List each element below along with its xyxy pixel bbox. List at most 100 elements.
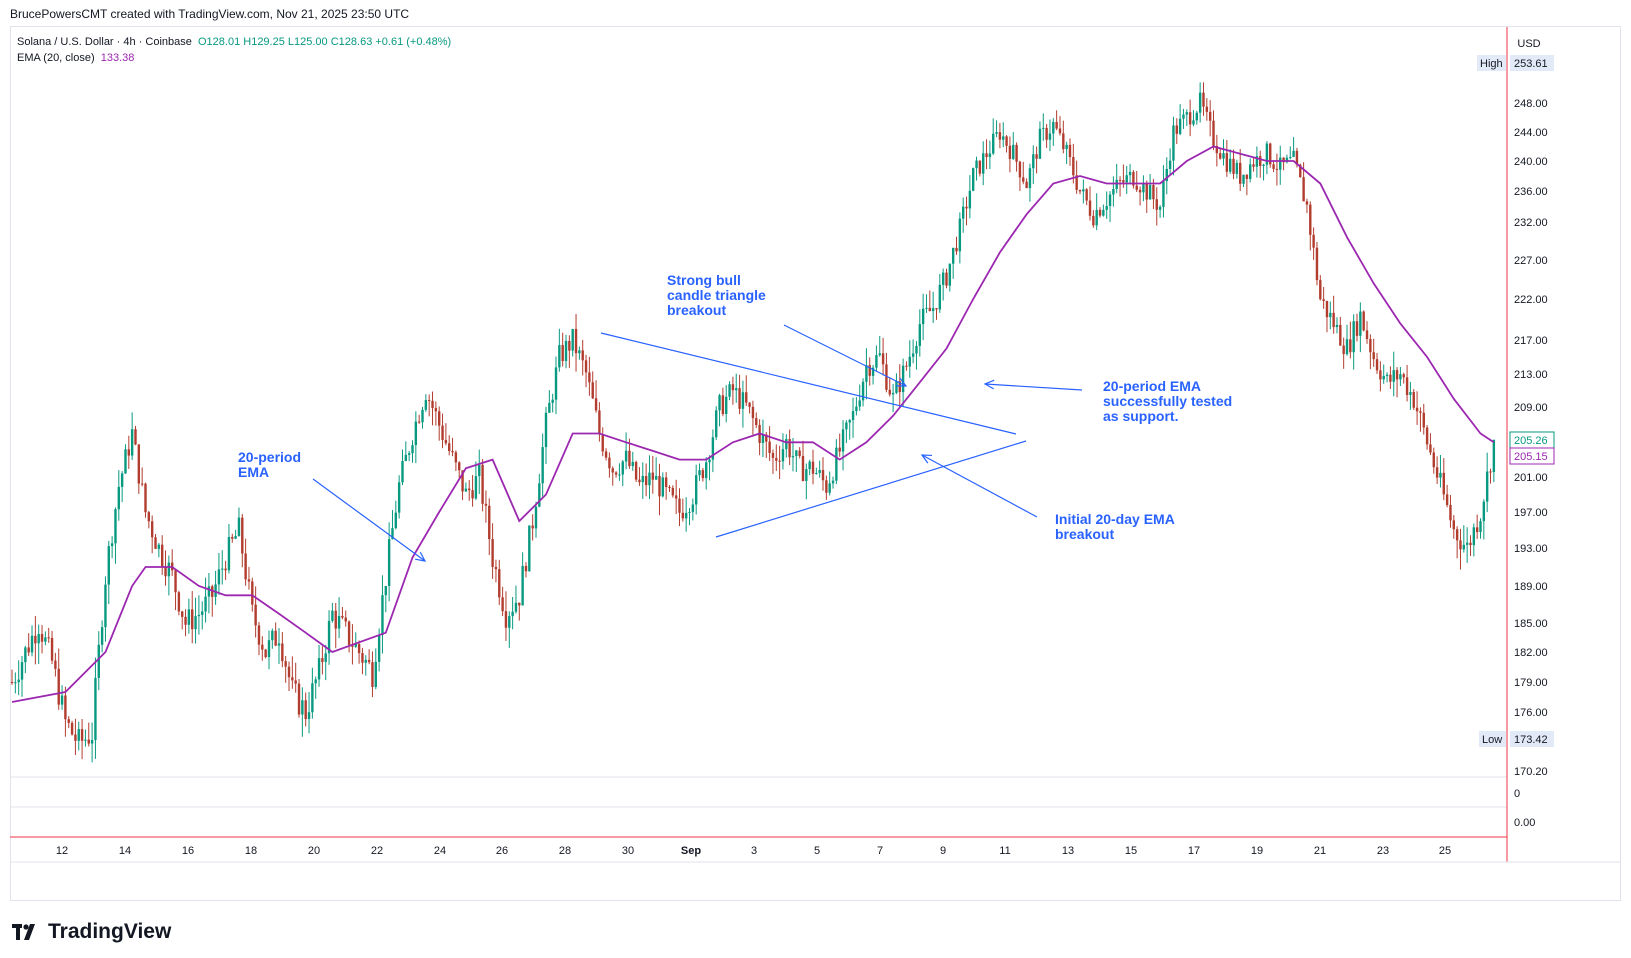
candle-body <box>150 521 154 538</box>
candle-body <box>1482 501 1486 522</box>
candle-body <box>1365 330 1369 339</box>
tradingview-brand[interactable]: TradingView <box>12 920 171 944</box>
candle-body <box>37 633 40 644</box>
candle-body <box>1148 185 1152 200</box>
candle-body <box>1095 209 1098 226</box>
candle-body <box>534 506 538 529</box>
candle-body <box>347 621 351 645</box>
x-tick-label: 15 <box>1125 845 1137 857</box>
candle-body <box>771 452 775 458</box>
candle-body <box>24 647 27 663</box>
candle-body <box>1032 154 1035 169</box>
candle-body <box>1402 374 1405 378</box>
candle-body <box>514 602 518 612</box>
candle-body <box>1202 92 1205 107</box>
candle-body <box>761 434 765 443</box>
candle-body <box>184 616 187 625</box>
candle-body <box>1432 452 1435 468</box>
candle-body <box>1452 520 1455 530</box>
annotation-text: 20-period EMA successfully tested as suppo… <box>1103 378 1232 424</box>
candle-body <box>1339 324 1342 346</box>
currency-label: USD <box>1517 38 1540 50</box>
candle-body <box>1379 370 1382 380</box>
candle-body <box>411 445 414 454</box>
candle-body <box>891 392 895 395</box>
candle-body <box>594 398 598 411</box>
candle-body <box>484 503 488 506</box>
candle-body <box>938 284 942 310</box>
candle-body <box>965 206 968 209</box>
candle-body <box>738 388 741 409</box>
x-tick-label: 12 <box>56 845 68 857</box>
candle-body <box>624 450 628 462</box>
candle-body <box>30 635 34 653</box>
candle-body <box>254 604 257 626</box>
candle-body <box>1112 188 1115 195</box>
x-tick-label: 26 <box>496 845 508 857</box>
candle-body <box>1025 181 1028 189</box>
candle-body <box>608 457 611 469</box>
annotation-arrow <box>984 383 1083 391</box>
candle-body <box>881 353 885 365</box>
symbol-label[interactable]: Solana / U.S. Dollar · 4h · Coinbase <box>17 36 192 48</box>
x-tick-label: 3 <box>751 845 757 857</box>
candle-body <box>972 168 975 191</box>
candle-body <box>1269 143 1272 165</box>
x-tick-label: 25 <box>1439 845 1451 857</box>
ema-label[interactable]: EMA (20, close) <box>17 52 95 64</box>
tradingview-logo-icon <box>12 924 35 940</box>
candle-body <box>1192 120 1195 125</box>
y-tick-label: 213.00 <box>1514 369 1548 381</box>
candle-body <box>1005 136 1008 146</box>
candle-body <box>1252 164 1255 167</box>
candle-body <box>558 345 561 368</box>
high-tag-box <box>1477 55 1506 71</box>
chart-legend: Solana / U.S. Dollar · 4h · Coinbase O12… <box>17 34 451 66</box>
arrowhead <box>895 377 908 387</box>
candle-body <box>1208 111 1212 121</box>
candle-body <box>548 402 551 413</box>
candle-body <box>1335 324 1339 328</box>
y-tick-label: 209.00 <box>1514 402 1548 414</box>
candle-body <box>488 505 491 540</box>
y-tick-label: 193.00 <box>1514 543 1548 555</box>
candle-body <box>978 160 982 174</box>
candle-body <box>1425 427 1429 445</box>
x-tick-label: 22 <box>371 845 383 857</box>
candle-body <box>982 153 985 174</box>
candle-body <box>1465 542 1469 545</box>
candle-body <box>1239 162 1242 184</box>
candle-body <box>1255 156 1259 167</box>
candle-body <box>20 662 24 680</box>
candle-body <box>1455 529 1459 541</box>
candle-body <box>397 482 401 513</box>
candle-body <box>1048 133 1052 140</box>
candle-body <box>1052 121 1055 134</box>
candle-body <box>74 734 77 741</box>
candle-body <box>538 483 541 507</box>
candle-body <box>1178 118 1182 134</box>
candle-body <box>227 537 231 571</box>
candle-body <box>664 477 668 487</box>
candle-body <box>244 553 247 580</box>
candle-body <box>381 595 384 635</box>
ema-line <box>11 145 1495 703</box>
candle-body <box>921 308 925 325</box>
candle-body <box>1259 156 1262 166</box>
candle-body <box>1055 121 1058 129</box>
candle-body <box>634 461 638 480</box>
candle-body <box>701 470 705 479</box>
candle-body <box>1105 206 1108 210</box>
candle-body <box>584 360 588 373</box>
candle-body <box>44 637 47 642</box>
y-tick-label: 201.00 <box>1514 472 1548 484</box>
y-tick-label: 222.00 <box>1514 294 1548 306</box>
candle-body <box>284 661 287 667</box>
candle-body <box>351 644 354 647</box>
annotation-line: successfully tested <box>1103 393 1232 409</box>
candle-body <box>661 477 665 497</box>
candle-body <box>264 649 267 658</box>
x-tick-label: 19 <box>1251 845 1263 857</box>
annotation-line: Strong bull <box>667 272 741 288</box>
